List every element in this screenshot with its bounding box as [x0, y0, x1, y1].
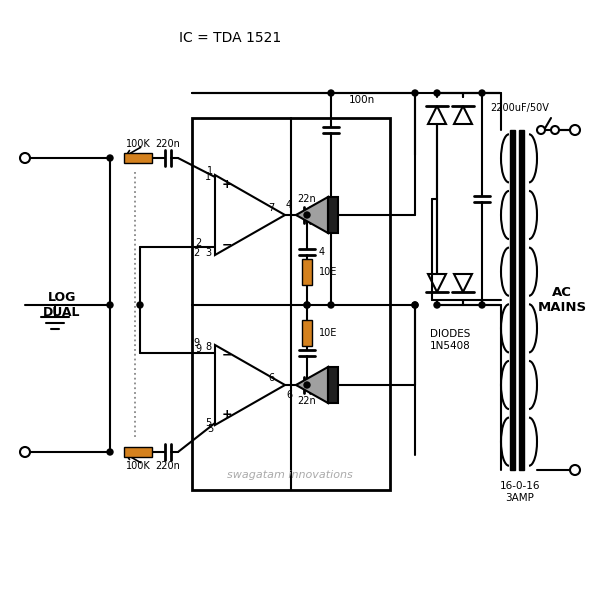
Circle shape [328, 90, 334, 96]
Text: 100K: 100K [125, 139, 151, 149]
Text: 5: 5 [207, 424, 213, 434]
Bar [510, 130, 515, 470]
Bar [124, 153, 152, 163]
Circle shape [412, 302, 418, 308]
Text: 5: 5 [205, 418, 211, 428]
Text: 7: 7 [268, 203, 274, 213]
Circle shape [412, 90, 418, 96]
Bar [192, 118, 390, 490]
Text: 10E: 10E [319, 267, 337, 277]
Text: 2200uF/50V: 2200uF/50V [490, 103, 549, 113]
Bar [328, 197, 338, 233]
Circle shape [570, 125, 580, 135]
Bar [519, 130, 524, 470]
Text: +: + [221, 409, 232, 421]
Circle shape [479, 302, 485, 308]
Bar [302, 320, 312, 346]
Circle shape [20, 447, 30, 457]
Text: 16-0-16
3AMP: 16-0-16 3AMP [500, 481, 540, 503]
Bar [302, 259, 312, 285]
Circle shape [434, 90, 440, 96]
Circle shape [107, 449, 113, 455]
Text: 8: 8 [205, 342, 211, 352]
Circle shape [20, 153, 30, 163]
Text: 22n: 22n [298, 396, 316, 406]
Text: DIODES
1N5408: DIODES 1N5408 [430, 329, 470, 351]
Text: 6: 6 [286, 390, 292, 400]
Text: +: + [221, 179, 232, 191]
Circle shape [570, 465, 580, 475]
Text: 4: 4 [286, 200, 292, 210]
Text: 2: 2 [193, 248, 199, 258]
Circle shape [412, 302, 418, 308]
Circle shape [304, 212, 310, 218]
Text: 4: 4 [319, 247, 325, 257]
Circle shape [304, 302, 310, 308]
Circle shape [137, 302, 143, 308]
Circle shape [107, 155, 113, 161]
Text: 22n: 22n [298, 194, 316, 204]
Text: 100n: 100n [349, 95, 375, 105]
Circle shape [107, 302, 113, 308]
Text: 9: 9 [195, 344, 201, 354]
Polygon shape [296, 367, 328, 403]
Bar [328, 367, 338, 403]
Text: 9: 9 [193, 338, 199, 348]
Text: −: − [222, 238, 232, 251]
Text: 100K: 100K [125, 461, 151, 471]
Text: 1: 1 [205, 172, 211, 182]
Circle shape [537, 126, 545, 134]
Polygon shape [296, 197, 328, 233]
Circle shape [434, 302, 440, 308]
Circle shape [551, 126, 559, 134]
Text: swagatam innovations: swagatam innovations [227, 470, 353, 480]
Circle shape [304, 302, 310, 308]
Circle shape [304, 382, 310, 388]
Text: 10E: 10E [319, 328, 337, 338]
Text: 6: 6 [268, 373, 274, 383]
Text: −: − [222, 349, 232, 361]
Text: LOG
DUAL: LOG DUAL [43, 291, 81, 319]
Text: 2: 2 [195, 238, 201, 248]
Circle shape [328, 302, 334, 308]
Text: IC = TDA 1521: IC = TDA 1521 [179, 31, 281, 45]
Text: 220n: 220n [155, 461, 181, 471]
Text: 3: 3 [205, 248, 211, 258]
Text: 220n: 220n [155, 139, 181, 149]
Text: AC
MAINS: AC MAINS [538, 286, 587, 314]
Circle shape [479, 90, 485, 96]
Bar [124, 447, 152, 457]
Text: 1: 1 [207, 166, 213, 176]
